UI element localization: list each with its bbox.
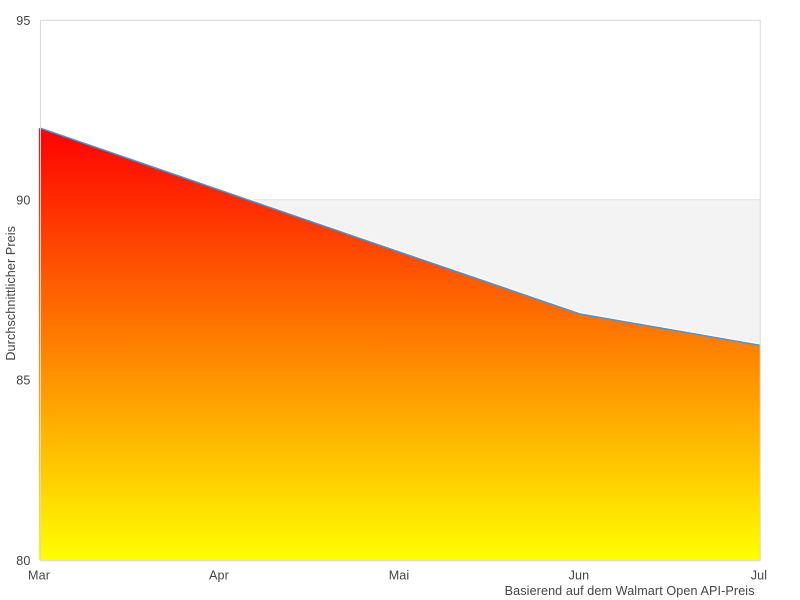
svg-text:Jun: Jun — [569, 568, 590, 582]
svg-text:Apr: Apr — [209, 568, 229, 582]
svg-text:95: 95 — [16, 14, 30, 28]
svg-text:Mar: Mar — [28, 568, 50, 582]
svg-text:Jul: Jul — [751, 568, 767, 582]
svg-text:90: 90 — [16, 193, 30, 207]
svg-text:Mai: Mai — [389, 568, 410, 582]
svg-text:85: 85 — [16, 373, 30, 387]
svg-text:Basierend auf dem Walmart Open: Basierend auf dem Walmart Open API-Preis — [505, 584, 755, 598]
svg-text:80: 80 — [16, 554, 30, 568]
svg-text:Durchschnittlicher Preis: Durchschnittlicher Preis — [4, 226, 18, 361]
